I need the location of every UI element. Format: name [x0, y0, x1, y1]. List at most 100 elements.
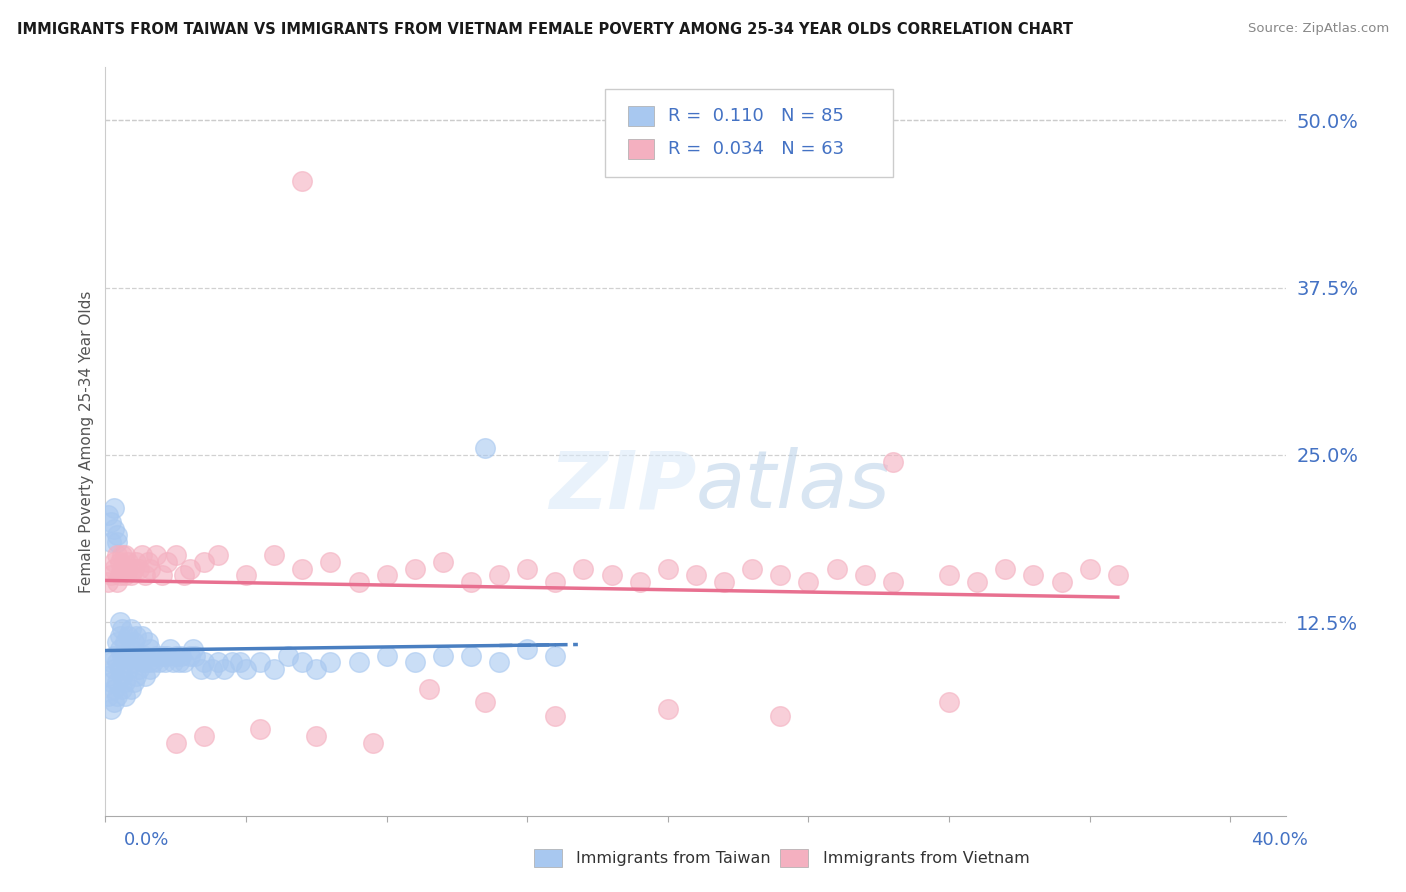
Point [97, 669, 120, 683]
Point [150, 648, 173, 663]
Point [544, 708, 567, 723]
Point [103, 696, 125, 710]
Point [105, 575, 128, 590]
Point [853, 568, 876, 582]
Point [516, 642, 538, 657]
Point [769, 708, 792, 723]
Point [263, 548, 285, 563]
Point [347, 575, 370, 590]
Point [97, 508, 120, 523]
Point [418, 682, 440, 697]
Point [375, 568, 398, 582]
Point [108, 568, 131, 582]
Point [263, 662, 285, 676]
Point [229, 655, 252, 669]
Point [460, 575, 482, 590]
Point [184, 648, 207, 663]
Point [156, 648, 179, 663]
Text: ZIP: ZIP [548, 448, 696, 525]
Point [117, 562, 139, 576]
Point [111, 648, 134, 663]
Point [142, 655, 165, 669]
Point [120, 642, 142, 657]
Point [882, 455, 904, 469]
Point [235, 568, 257, 582]
Point [122, 655, 145, 669]
Point [117, 628, 139, 642]
Text: 40.0%: 40.0% [1251, 831, 1308, 849]
Point [319, 655, 342, 669]
Point [938, 696, 960, 710]
Point [713, 575, 735, 590]
Point [128, 562, 150, 576]
Point [190, 662, 212, 676]
Point [375, 648, 398, 663]
Point [97, 689, 120, 703]
Text: IMMIGRANTS FROM TAIWAN VS IMMIGRANTS FROM VIETNAM FEMALE POVERTY AMONG 25-34 YEA: IMMIGRANTS FROM TAIWAN VS IMMIGRANTS FRO… [17, 22, 1073, 37]
Point [131, 548, 153, 563]
Point [145, 648, 167, 663]
Text: Source: ZipAtlas.com: Source: ZipAtlas.com [1249, 22, 1389, 36]
Point [201, 662, 224, 676]
Point [305, 662, 328, 676]
Point [134, 669, 156, 683]
Point [249, 723, 271, 737]
Point [111, 682, 134, 697]
Point [165, 648, 187, 663]
Point [111, 562, 134, 576]
Point [122, 635, 145, 649]
Point [249, 655, 271, 669]
Point [103, 682, 125, 697]
Point [131, 628, 153, 642]
Point [111, 622, 134, 636]
Point [100, 702, 122, 716]
Point [291, 562, 314, 576]
Point [938, 568, 960, 582]
Point [150, 568, 173, 582]
Point [165, 735, 187, 749]
Point [460, 648, 482, 663]
Point [207, 548, 229, 563]
Point [114, 675, 136, 690]
Point [305, 729, 328, 743]
Point [797, 575, 820, 590]
Point [122, 562, 145, 576]
Point [105, 689, 128, 703]
Point [108, 555, 131, 569]
Point [125, 669, 148, 683]
Point [100, 515, 122, 529]
Point [193, 555, 215, 569]
Point [291, 173, 314, 188]
Point [125, 628, 148, 642]
Point [114, 568, 136, 582]
Point [134, 568, 156, 582]
Point [111, 669, 134, 683]
Point [120, 622, 142, 636]
Point [212, 662, 235, 676]
Point [100, 655, 122, 669]
Point [105, 655, 128, 669]
Point [207, 655, 229, 669]
Y-axis label: Female Poverty Among 25-34 Year Olds: Female Poverty Among 25-34 Year Olds [79, 291, 94, 592]
Text: Immigrants from Vietnam: Immigrants from Vietnam [823, 851, 1029, 865]
Point [128, 662, 150, 676]
Point [100, 568, 122, 582]
Point [125, 648, 148, 663]
Point [148, 655, 170, 669]
Point [100, 535, 122, 549]
Point [103, 648, 125, 663]
Text: Immigrants from Taiwan: Immigrants from Taiwan [576, 851, 770, 865]
Text: R =  0.034   N = 63: R = 0.034 N = 63 [668, 140, 844, 158]
Point [173, 655, 195, 669]
Point [100, 675, 122, 690]
Point [173, 568, 195, 582]
Point [404, 562, 426, 576]
Point [404, 655, 426, 669]
Point [145, 548, 167, 563]
Point [235, 662, 257, 676]
Point [136, 555, 159, 569]
Point [685, 568, 707, 582]
Point [134, 648, 156, 663]
Point [600, 568, 623, 582]
Point [882, 575, 904, 590]
